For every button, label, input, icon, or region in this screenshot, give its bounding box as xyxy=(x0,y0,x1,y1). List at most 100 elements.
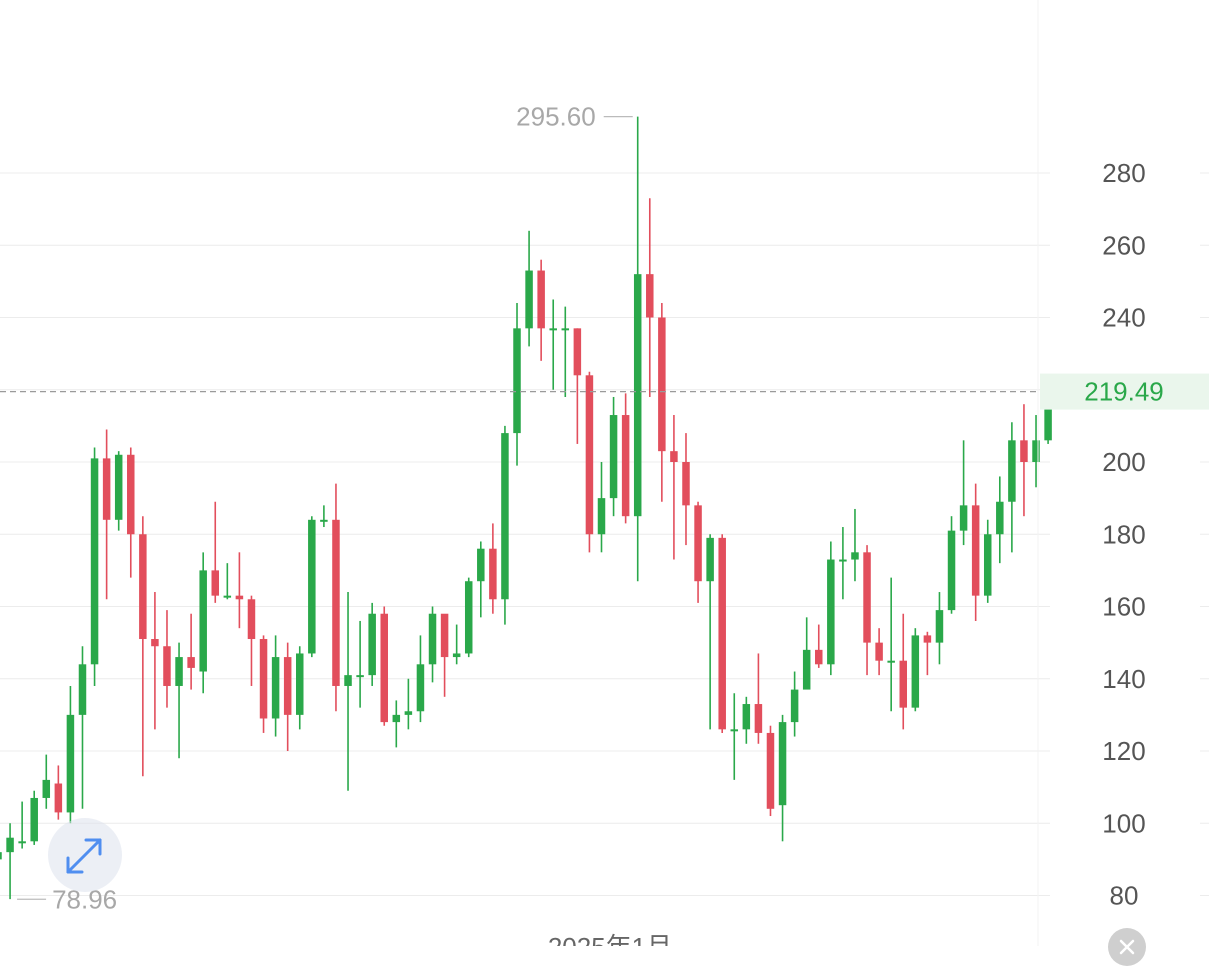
candle-body xyxy=(380,613,388,723)
candle-body xyxy=(646,274,654,318)
x-axis-date-label: 2025年1月 xyxy=(548,932,672,946)
candle xyxy=(996,476,1004,564)
candle-body xyxy=(404,711,413,715)
candle xyxy=(1032,415,1040,488)
candle-body xyxy=(477,548,485,582)
candle xyxy=(561,306,570,397)
candle-body xyxy=(42,779,51,798)
candle xyxy=(573,328,582,444)
grid-lines xyxy=(0,172,1209,896)
candle xyxy=(66,685,75,824)
candle xyxy=(790,671,799,737)
y-tick-label: 200 xyxy=(1102,447,1145,477)
candle xyxy=(525,230,533,347)
candle xyxy=(646,198,654,397)
candle-body xyxy=(90,458,99,665)
candle-body xyxy=(139,534,147,640)
candle-body xyxy=(151,639,159,647)
candle-body xyxy=(416,664,425,712)
candle-body xyxy=(778,722,787,806)
candle xyxy=(151,592,159,730)
candle xyxy=(489,523,497,614)
y-tick-label: 280 xyxy=(1102,158,1145,188)
high-marker-label: 295.60 xyxy=(516,102,596,132)
candle-body xyxy=(621,415,630,517)
candle-body xyxy=(863,552,871,643)
candle xyxy=(175,642,183,759)
candle xyxy=(1008,422,1016,553)
candle-body xyxy=(537,270,545,329)
candle-body xyxy=(682,462,690,506)
candle-body xyxy=(525,270,533,329)
candle xyxy=(899,613,907,730)
candle xyxy=(863,545,871,676)
candle xyxy=(199,552,207,694)
candle xyxy=(428,606,437,683)
candle-body xyxy=(344,675,352,686)
candle-body xyxy=(971,505,980,596)
candle-body xyxy=(296,653,304,715)
candle xyxy=(513,303,521,466)
candle xyxy=(247,595,256,686)
candle-body xyxy=(694,505,702,582)
candle-body xyxy=(742,704,751,730)
candle xyxy=(464,577,473,658)
candle-body xyxy=(887,660,895,663)
candle-body xyxy=(332,519,340,686)
candle xyxy=(706,534,714,730)
candle xyxy=(332,483,340,712)
y-tick-label: 240 xyxy=(1102,303,1145,333)
candle xyxy=(633,116,642,582)
candle xyxy=(983,519,992,603)
expand-icon xyxy=(66,838,102,874)
candle-body xyxy=(199,570,207,672)
candle-body xyxy=(899,660,907,708)
candle-body xyxy=(271,657,280,719)
candle xyxy=(452,624,461,665)
candle xyxy=(754,653,763,744)
y-axis: 28026024022020018016014012010080 xyxy=(1102,158,1145,911)
candle-body xyxy=(827,559,835,665)
candle-body xyxy=(573,328,582,376)
y-tick-label: 180 xyxy=(1102,519,1145,549)
close-button[interactable] xyxy=(1108,928,1146,966)
candle xyxy=(416,635,425,723)
last-price-box xyxy=(1040,373,1209,410)
candle-body xyxy=(754,704,763,733)
candle xyxy=(211,501,220,603)
candle-body xyxy=(368,613,376,676)
candle-body xyxy=(247,599,256,640)
candle xyxy=(658,303,666,502)
candle xyxy=(585,371,594,553)
candle xyxy=(163,610,171,708)
candle-body xyxy=(597,498,606,535)
candle-body xyxy=(187,657,195,668)
candle xyxy=(235,552,244,629)
candle xyxy=(320,505,328,528)
candle xyxy=(90,447,99,686)
y-tick-label: 260 xyxy=(1102,230,1145,260)
candle-body xyxy=(609,415,618,499)
candle-body xyxy=(464,581,473,654)
candle-body xyxy=(633,274,642,517)
expand-button[interactable] xyxy=(48,818,122,892)
y-tick-label: 120 xyxy=(1102,736,1145,766)
candle xyxy=(597,462,606,553)
candle-body xyxy=(959,505,968,531)
candle xyxy=(223,563,232,600)
candle xyxy=(911,628,920,712)
candle-body xyxy=(730,729,739,732)
candle-body xyxy=(235,595,244,600)
candle-body xyxy=(875,642,883,661)
candle xyxy=(392,700,401,748)
candle-body xyxy=(489,548,497,600)
candle xyxy=(609,396,618,517)
candle xyxy=(18,801,26,849)
candle xyxy=(139,516,147,777)
candle-body xyxy=(6,837,14,853)
candle-body xyxy=(30,797,38,842)
candle-body xyxy=(935,610,944,643)
candle xyxy=(802,617,811,690)
candle-body xyxy=(1020,440,1028,462)
candle-body xyxy=(561,328,570,331)
